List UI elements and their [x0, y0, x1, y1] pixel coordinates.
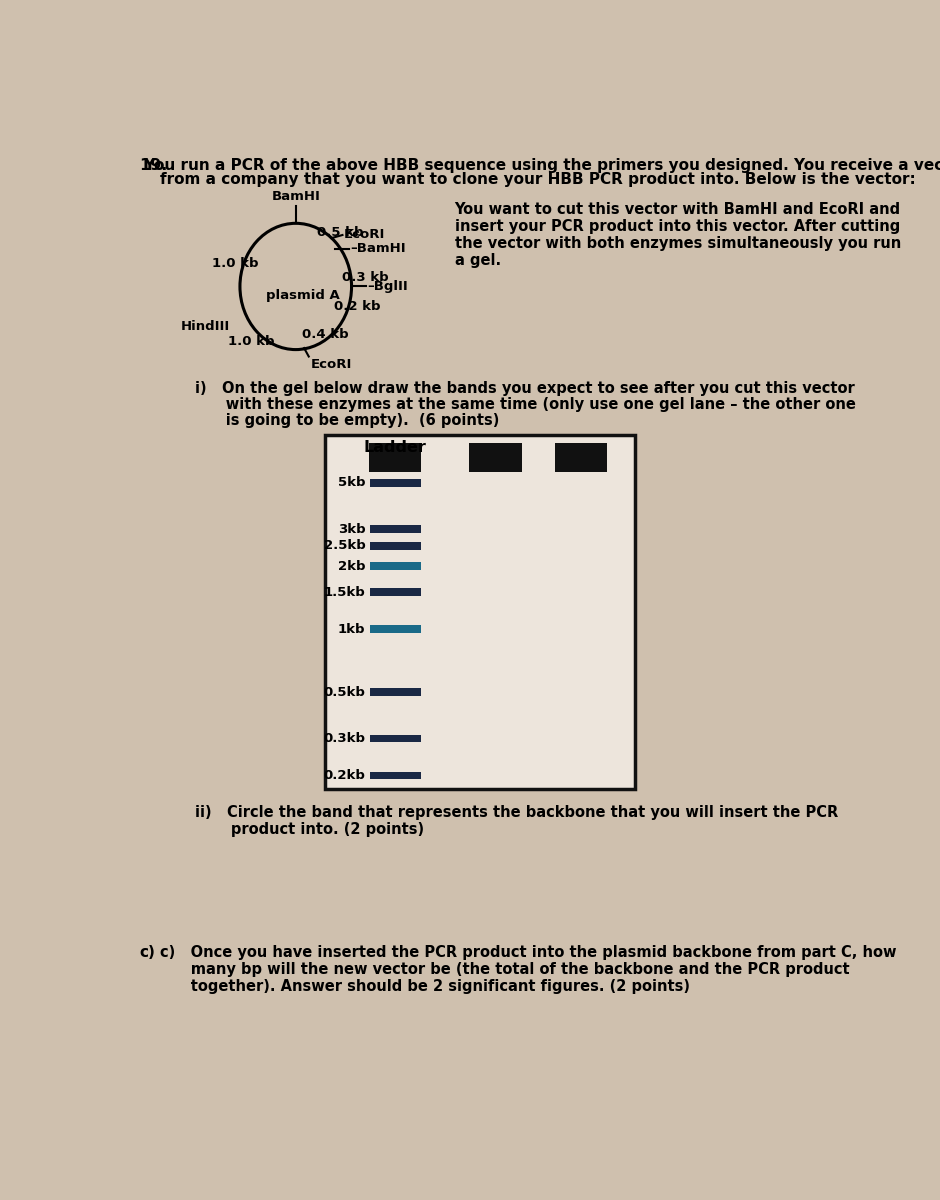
Text: 0.2 kb: 0.2 kb — [335, 300, 381, 313]
Text: is going to be empty).  (6 points): is going to be empty). (6 points) — [195, 414, 499, 428]
Text: 1.5kb: 1.5kb — [323, 586, 366, 599]
Text: 0.5 kb: 0.5 kb — [318, 226, 364, 239]
Text: You want to cut this vector with BamHI and EcoRI and: You want to cut this vector with BamHI a… — [455, 202, 901, 217]
Bar — [370, 689, 420, 696]
Bar — [370, 625, 420, 632]
Text: c)   Once you have inserted the PCR product into the plasmid backbone from part : c) Once you have inserted the PCR produc… — [160, 944, 897, 960]
Bar — [325, 436, 635, 790]
Text: BamHI: BamHI — [272, 191, 321, 203]
Text: c): c) — [139, 944, 155, 960]
Text: together). Answer should be 2 significant figures. (2 points): together). Answer should be 2 significan… — [160, 979, 690, 994]
Text: ii)   Circle the band that represents the backbone that you will insert the PCR: ii) Circle the band that represents the … — [195, 805, 838, 820]
Text: –BamHI: –BamHI — [351, 242, 406, 256]
Text: insert your PCR product into this vector. After cutting: insert your PCR product into this vector… — [455, 218, 900, 234]
Text: HindIII: HindIII — [181, 320, 230, 332]
Text: 5kb: 5kb — [338, 476, 366, 490]
Text: 19.: 19. — [139, 158, 167, 173]
Text: –BglII: –BglII — [367, 280, 408, 293]
Bar — [469, 443, 522, 472]
Text: 0.3kb: 0.3kb — [323, 732, 366, 745]
Text: Ladder: Ladder — [364, 440, 427, 456]
Text: plasmid A: plasmid A — [266, 289, 340, 302]
Text: the vector with both enzymes simultaneously you run: the vector with both enzymes simultaneou… — [455, 235, 901, 251]
Text: 1kb: 1kb — [338, 623, 366, 636]
Text: from a company that you want to clone your HBB PCR product into. Below is the ve: from a company that you want to clone yo… — [139, 172, 916, 187]
Bar — [370, 563, 420, 570]
Text: a gel.: a gel. — [455, 252, 501, 268]
Text: 0.4 kb: 0.4 kb — [302, 328, 349, 341]
Text: EcoRI: EcoRI — [344, 228, 385, 241]
Text: EcoRI: EcoRI — [310, 358, 352, 371]
Bar — [370, 772, 420, 779]
Text: 3kb: 3kb — [337, 523, 366, 535]
Bar — [370, 588, 420, 596]
Text: 1.0 kb: 1.0 kb — [212, 257, 258, 270]
Text: 0.2kb: 0.2kb — [323, 769, 366, 782]
Bar — [555, 443, 607, 472]
Text: 1.0 kb: 1.0 kb — [227, 335, 274, 348]
Bar — [368, 443, 421, 472]
Text: with these enzymes at the same time (only use one gel lane – the other one: with these enzymes at the same time (onl… — [195, 397, 856, 413]
Text: 2kb: 2kb — [338, 559, 366, 572]
Text: 0.3 kb: 0.3 kb — [342, 271, 389, 283]
Text: i)   On the gel below draw the bands you expect to see after you cut this vector: i) On the gel below draw the bands you e… — [195, 382, 854, 396]
Text: 0.5kb: 0.5kb — [323, 685, 366, 698]
Text: You run a PCR of the above HBB sequence using the primers you designed. You rece: You run a PCR of the above HBB sequence … — [139, 158, 940, 173]
Text: 2.5kb: 2.5kb — [323, 539, 366, 552]
Text: product into. (2 points): product into. (2 points) — [195, 822, 424, 836]
Bar — [370, 526, 420, 533]
Bar — [370, 479, 420, 487]
Bar — [370, 734, 420, 743]
Bar — [370, 542, 420, 550]
Text: many bp will the new vector be (the total of the backbone and the PCR product: many bp will the new vector be (the tota… — [160, 961, 850, 977]
